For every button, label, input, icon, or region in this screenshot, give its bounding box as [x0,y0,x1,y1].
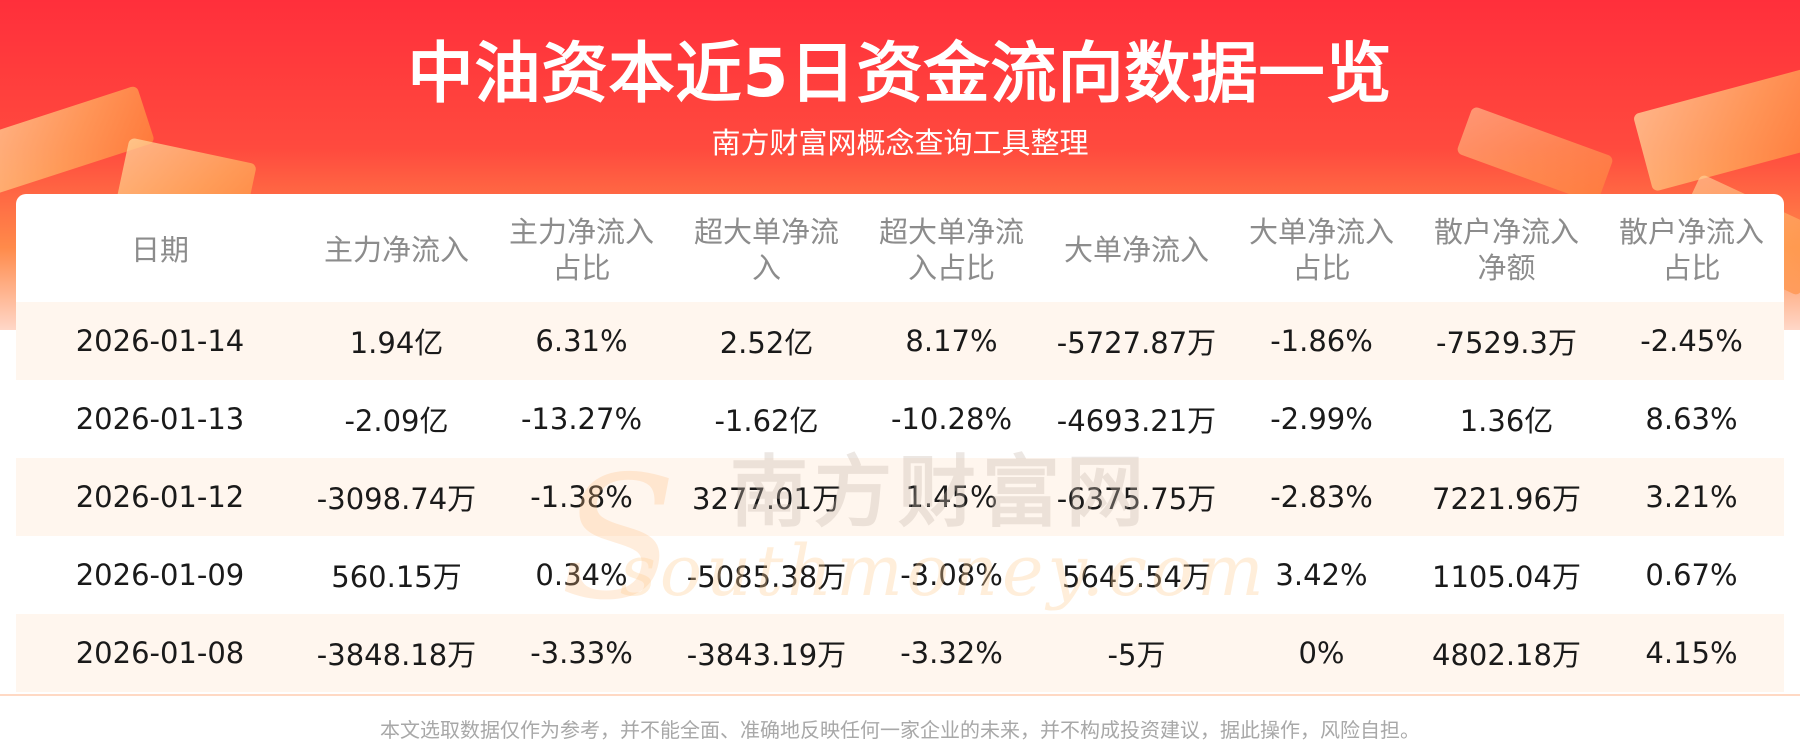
table-cell: -1.86% [1270,324,1373,358]
table-cell: 0.67% [1645,558,1738,592]
column-header: 散户净流入 净额 [1433,215,1579,285]
page-title: 中油资本近5日资金流向数据一览 [407,35,1393,112]
table-cell: -13.27% [520,402,643,436]
footer-divider [0,694,1800,696]
column-header: 日期 [130,233,189,267]
table-cell: -4693.21万 [1056,404,1217,438]
table-cell: 0.34% [535,558,628,592]
table-cell: 5645.54万 [1062,560,1211,594]
date-cell: 2026-01-13 [75,402,245,436]
table-cell: 3.42% [1275,558,1368,592]
table-header: 日期 主力净流入 主力净流入 占比 超大单净流 入 超大单净流 入占比 大单净流… [16,198,1784,302]
column-header: 大单净流入 占比 [1248,215,1394,285]
table-card [16,194,1784,694]
table-cell: -5万 [1107,638,1166,672]
table-cell: 1105.04万 [1432,560,1581,594]
table-cell: 4802.18万 [1432,638,1581,672]
column-header: 主力净流入 占比 [508,215,654,285]
table-cell: -3.32% [900,636,1003,670]
table-cell: -3.33% [530,636,633,670]
table-cell: 1.36亿 [1459,404,1554,438]
date-cell: 2026-01-14 [75,324,245,358]
table-cell: -2.99% [1270,402,1373,436]
table-row: 2026-01-13 -2.09亿 -13.27% -1.62亿 -10.28%… [16,380,1784,458]
table-cell: -1.62亿 [714,404,819,438]
column-header: 主力净流入 [323,233,469,267]
column-header: 超大单净流 入占比 [878,215,1024,285]
table-cell: 4.15% [1645,636,1738,670]
table-cell: -6375.75万 [1056,482,1217,516]
table-cell: -3843.19万 [686,638,847,672]
table-cell: -3098.74万 [316,482,477,516]
date-cell: 2026-01-12 [75,480,245,514]
column-header: 超大单净流 入 [693,215,839,285]
table-cell: 8.63% [1645,402,1738,436]
table-cell: -1.38% [530,480,633,514]
table-row: 2026-01-14 1.94亿 6.31% 2.52亿 8.17% -5727… [16,302,1784,380]
table-cell: 3.21% [1645,480,1738,514]
table-cell: 1.45% [905,480,998,514]
table-cell: -10.28% [890,402,1013,436]
table-cell: 560.15万 [331,560,462,594]
column-header: 大单净流入 [1063,233,1209,267]
column-header: 散户净流入 占比 [1618,215,1764,285]
table-cell: 6.31% [535,324,628,358]
table-cell: -2.83% [1270,480,1373,514]
table-cell: -7529.3万 [1436,326,1577,360]
table-cell: 7221.96万 [1432,482,1581,516]
date-cell: 2026-01-09 [75,558,245,592]
table-cell: 2.52亿 [719,326,814,360]
date-cell: 2026-01-08 [75,636,245,670]
table-row: 2026-01-08 -3848.18万 -3.33% -3843.19万 -3… [16,614,1784,692]
table-cell: 3277.01万 [692,482,841,516]
table-row: 2026-01-09 560.15万 0.34% -5085.38万 -3.08… [16,536,1784,614]
table-cell: -3.08% [900,558,1003,592]
table-cell: -5085.38万 [686,560,847,594]
page-subtitle: 南方财富网概念查询工具整理 [711,126,1089,160]
table-cell: -2.09亿 [344,404,449,438]
table-cell: 1.94亿 [349,326,444,360]
table-cell: -5727.87万 [1056,326,1217,360]
table-row: 2026-01-12 -3098.74万 -1.38% 3277.01万 1.4… [16,458,1784,536]
table-cell: -2.45% [1640,324,1743,358]
table-cell: 0% [1298,636,1345,670]
table-cell: -3848.18万 [316,638,477,672]
table-cell: 8.17% [905,324,998,358]
footer-disclaimer: 本文选取数据仅作为参考，并不能全面、准确地反映任何一家企业的未来，并不构成投资建… [380,718,1420,742]
